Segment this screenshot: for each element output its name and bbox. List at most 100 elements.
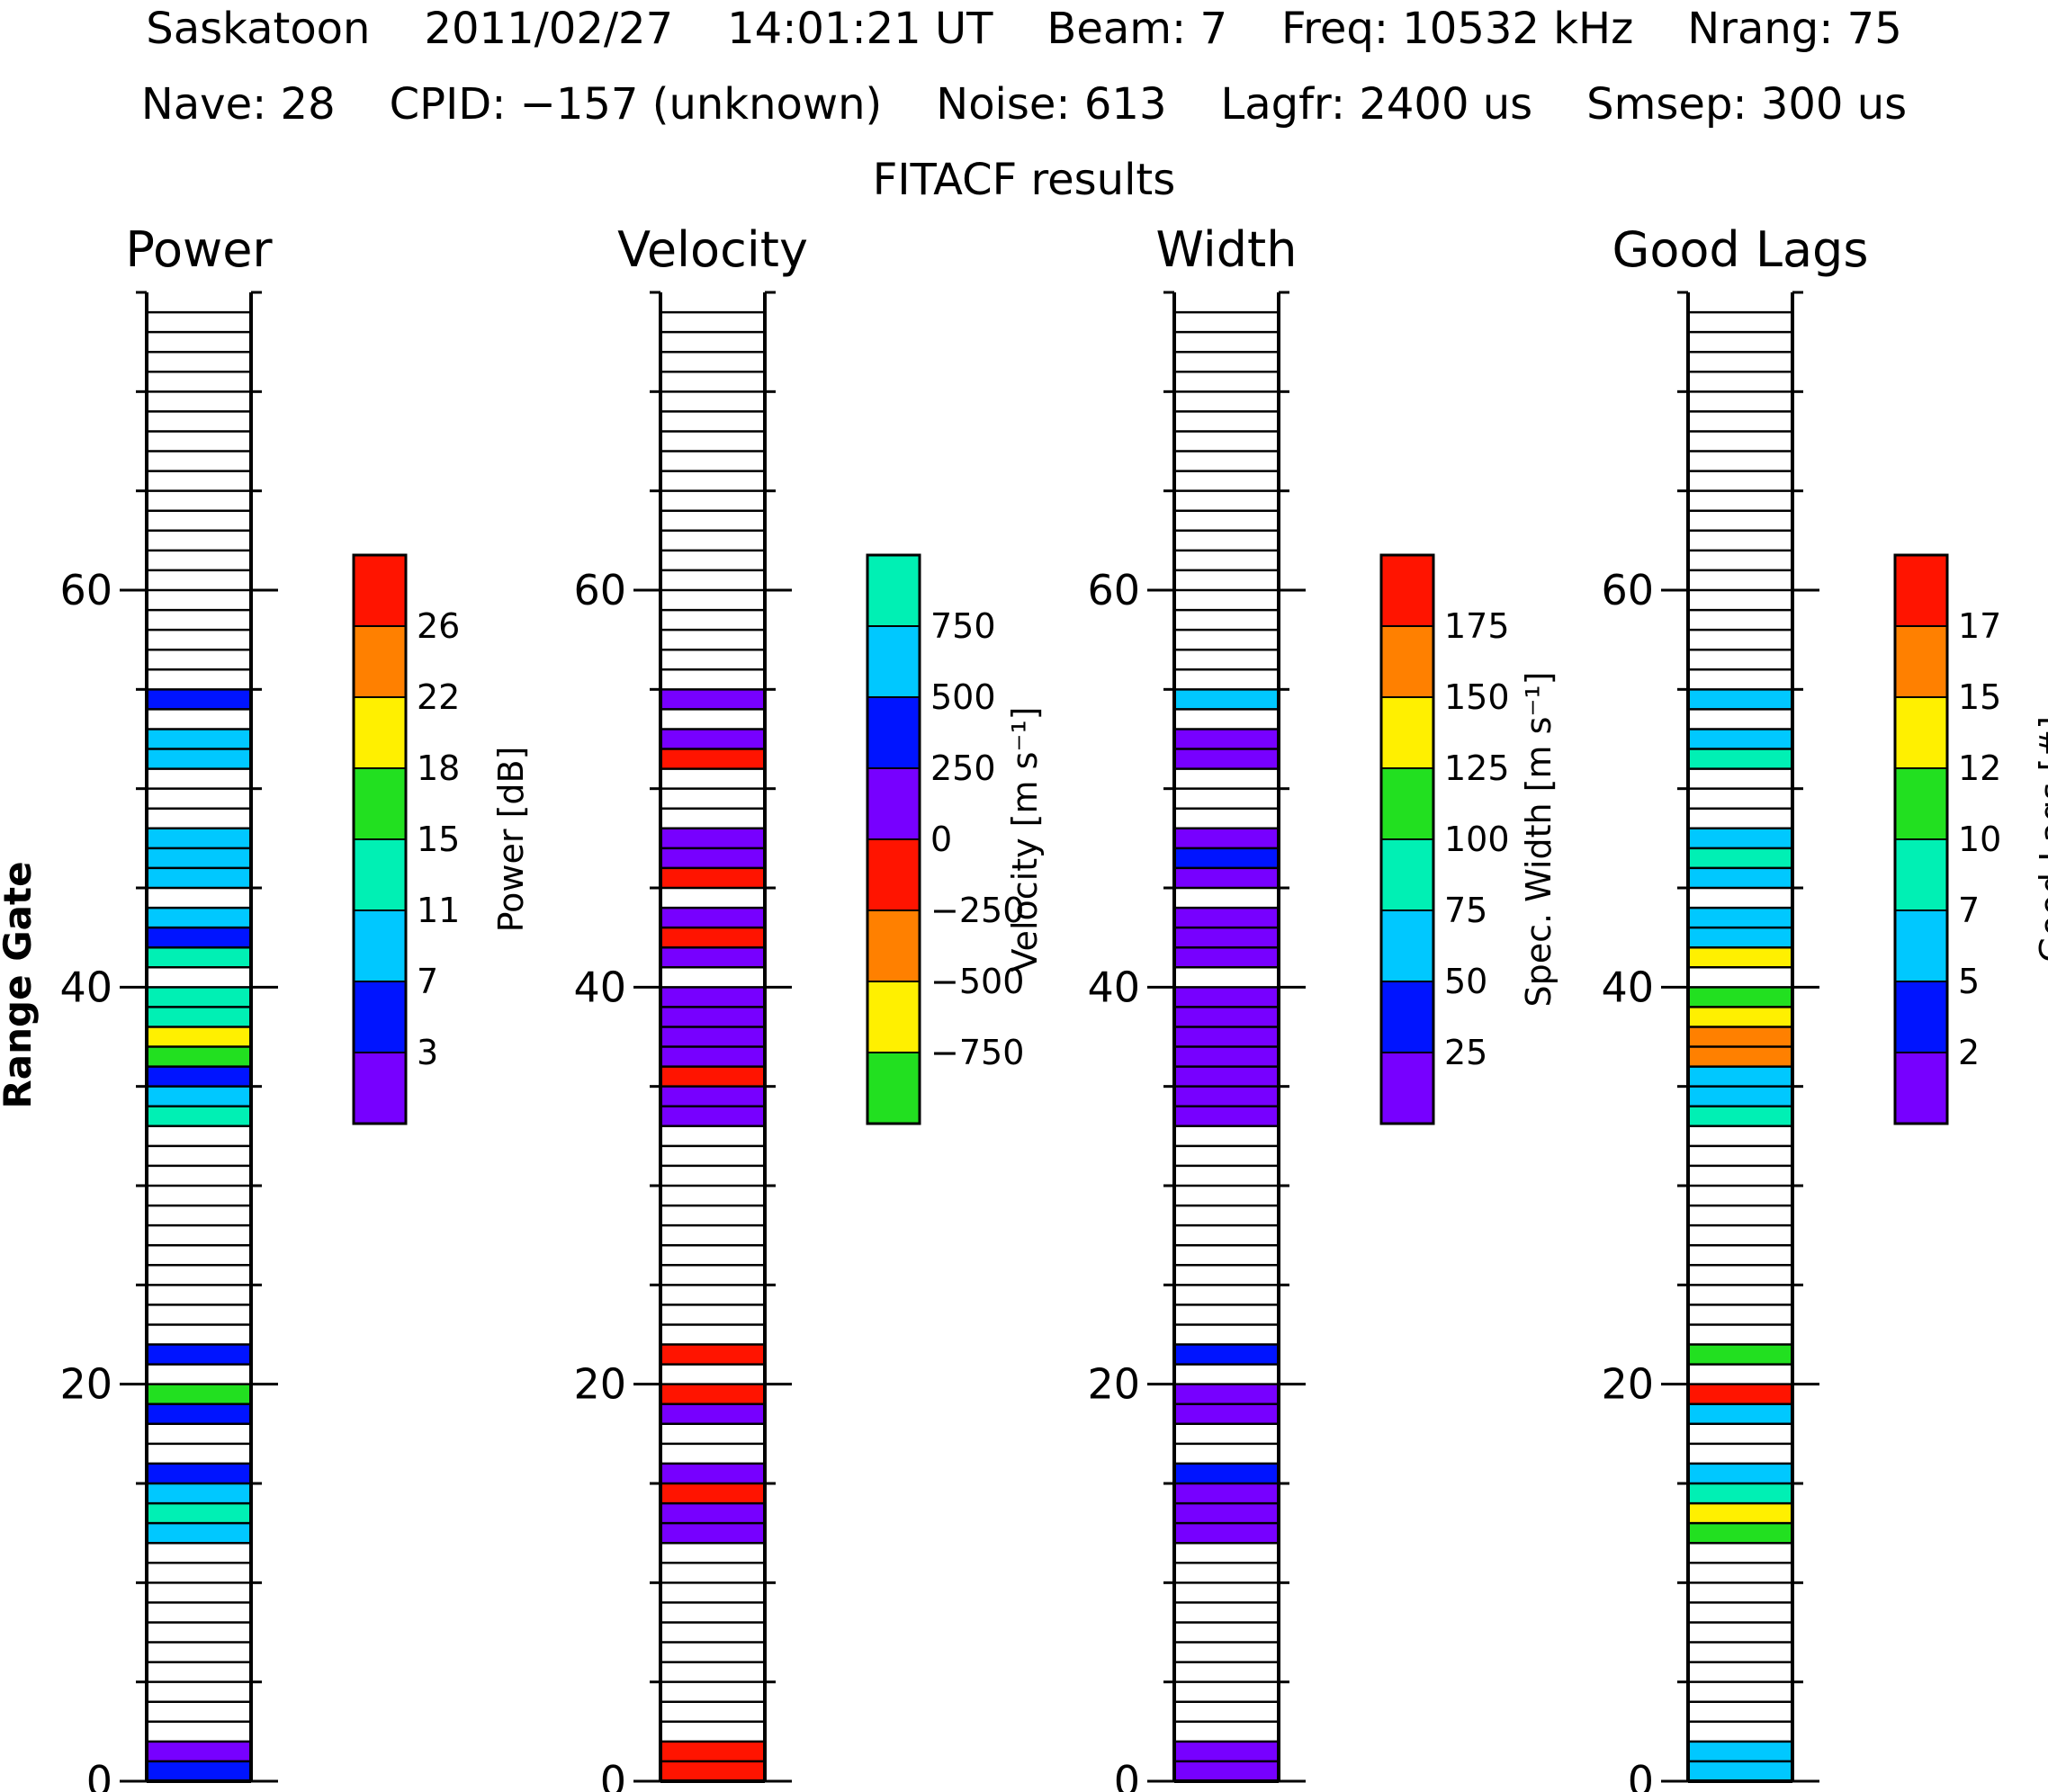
gate-cell-width	[1174, 1086, 1279, 1107]
nrang-text: Nrang: 75	[1687, 4, 1902, 54]
gate-cell-good-lags	[1688, 1046, 1792, 1067]
colorbar-segment	[867, 697, 920, 768]
gate-cell-velocity	[660, 1503, 765, 1524]
y-tick-label: 0	[1114, 1757, 1140, 1792]
gate-cell-power	[147, 828, 251, 848]
colorbar-tick-label: 15	[417, 820, 460, 859]
gate-cell-velocity	[660, 1086, 765, 1107]
gate-cell-width	[1174, 1463, 1279, 1483]
beam-text: Beam: 7	[1046, 4, 1228, 54]
gate-cell-velocity	[660, 828, 765, 848]
y-axis-label: Range Gate	[0, 861, 40, 1108]
gate-cell-width	[1174, 1066, 1279, 1087]
colorbar-label: Spec. Width [m s⁻¹]	[1519, 672, 1558, 1008]
y-tick-label: 40	[573, 963, 626, 1011]
gate-cell-power	[147, 1026, 251, 1047]
colorbar-segment	[354, 555, 406, 626]
gate-cell-power	[147, 1066, 251, 1087]
colorbar-frame	[1893, 553, 1949, 1125]
gate-cell-power	[147, 1106, 251, 1126]
gate-cell-power	[147, 1086, 251, 1107]
y-tick-label: 40	[1087, 963, 1140, 1011]
colorbar-tick-label: 22	[417, 677, 460, 717]
gate-cell-power	[147, 1463, 251, 1483]
gate-cell-width	[1174, 1403, 1279, 1424]
gate-cell-width	[1174, 1483, 1279, 1504]
y-tick-label: 60	[1087, 566, 1140, 614]
gate-cell-width	[1174, 689, 1279, 710]
gate-cell-good-lags	[1688, 1761, 1792, 1781]
gate-cell-power	[147, 987, 251, 1008]
y-tick-label: 20	[59, 1360, 112, 1409]
gate-cell-good-lags	[1688, 1741, 1792, 1761]
gate-cell-velocity	[660, 1384, 765, 1404]
gate-cell-width	[1174, 987, 1279, 1008]
date-text: 2011/02/27	[424, 4, 674, 54]
colorbar-tick-label: 250	[930, 748, 996, 788]
gate-cell-velocity	[660, 1007, 765, 1027]
y-tick-label: 0	[1628, 1757, 1654, 1792]
gate-cell-width	[1174, 1026, 1279, 1047]
gate-cell-good-lags	[1688, 1503, 1792, 1524]
colorbar-segment	[867, 626, 920, 697]
gate-cell-width	[1174, 1523, 1279, 1544]
colorbar-segment	[354, 839, 406, 910]
colorbar-frame	[352, 553, 408, 1125]
colorbar-tick-label: 2	[1958, 1033, 1980, 1072]
gate-cell-width	[1174, 729, 1279, 749]
colorbar-tick-label: 5	[1958, 962, 1980, 1001]
colorbar-label: Velocity [m s⁻¹]	[1005, 707, 1045, 972]
gate-cell-power	[147, 847, 251, 868]
gate-cell-good-lags	[1688, 987, 1792, 1008]
y-tick-label: 60	[59, 566, 112, 614]
gate-cell-width	[1174, 1761, 1279, 1781]
gate-cell-velocity	[660, 729, 765, 749]
colorbar-tick-label: 18	[417, 748, 460, 788]
colorbar-segment	[867, 839, 920, 910]
colorbar-segment	[354, 1053, 406, 1124]
gate-cell-width	[1174, 1106, 1279, 1126]
colorbar-tick-label: 12	[1958, 748, 2001, 788]
gate-cell-width	[1174, 947, 1279, 968]
colorbar-tick-label: 750	[930, 606, 996, 646]
gate-cell-power	[147, 947, 251, 968]
gate-cell-power	[147, 1403, 251, 1424]
gate-cell-width	[1174, 847, 1279, 868]
colorbar-tick-label: −750	[930, 1033, 1024, 1072]
panel-title-power: Power	[125, 221, 273, 278]
colorbar-segment	[867, 1053, 920, 1124]
y-tick-label: 0	[86, 1757, 112, 1792]
gate-cell-velocity	[660, 927, 765, 948]
gate-cell-good-lags	[1688, 1007, 1792, 1027]
colorbar-segment	[1895, 981, 1947, 1053]
panel-title-velocity: Velocity	[617, 221, 808, 278]
gate-cell-good-lags	[1688, 847, 1792, 868]
gate-cell-power	[147, 927, 251, 948]
gate-cell-width	[1174, 1344, 1279, 1365]
colorbar-segment	[1381, 768, 1433, 839]
time-text: 14:01:21 UT	[727, 4, 993, 54]
gate-cell-power	[147, 1384, 251, 1404]
colorbar-segment	[1895, 1053, 1947, 1124]
colorbar-tick-label: −250	[930, 891, 1024, 930]
gate-cell-velocity	[660, 748, 765, 769]
header-line-2: Nave: 28 CPID: −157 (unknown) Noise: 613…	[0, 83, 2048, 126]
gate-cell-good-lags	[1688, 689, 1792, 710]
gate-cell-good-lags	[1688, 927, 1792, 948]
colorbar-segment	[1895, 697, 1947, 768]
gate-cell-good-lags	[1688, 729, 1792, 749]
colorbar-segment	[354, 626, 406, 697]
colorbar-tick-label: 26	[417, 606, 460, 646]
colorbar-label: Good Lags [#]	[2033, 716, 2048, 963]
gate-cell-velocity	[660, 847, 765, 868]
gate-cell-power	[147, 689, 251, 710]
gate-cell-velocity	[660, 1483, 765, 1504]
gate-cell-width	[1174, 867, 1279, 888]
panel-title-width: Width	[1156, 221, 1298, 278]
colorbar-tick-label: 500	[930, 677, 996, 717]
colorbar-segment	[1381, 981, 1433, 1053]
gate-cell-good-lags	[1688, 867, 1792, 888]
panel-title-good-lags: Good Lags	[1612, 221, 1869, 278]
